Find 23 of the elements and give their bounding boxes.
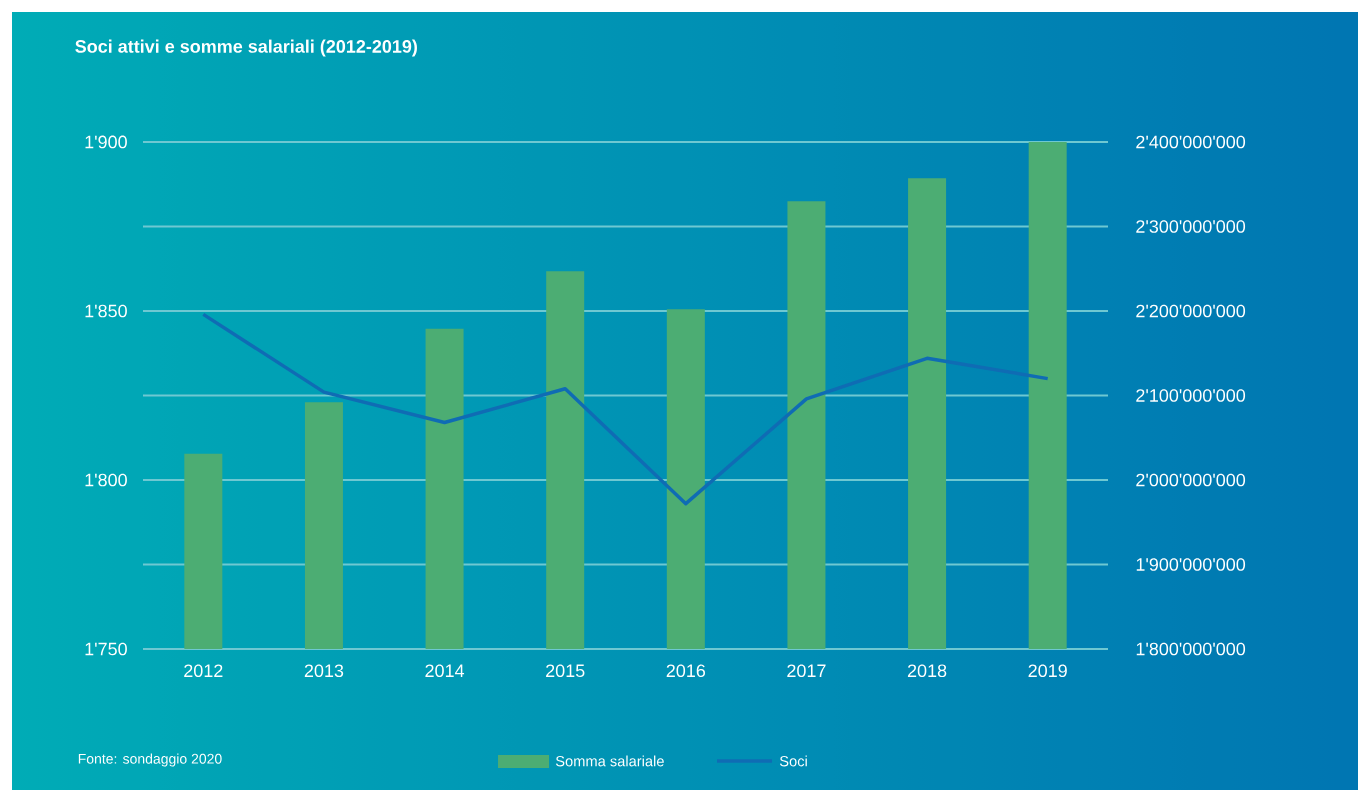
y-tick-label: 1'900 [85,135,127,149]
x-tick-label: 2012 [184,664,223,678]
y2-tick-label: 2'400'000'000 [1136,135,1246,149]
x-tick-label: 2016 [666,664,706,678]
y2-tick-label: 1'800'000'000 [1136,642,1246,656]
y-tick-label: 1'750 [85,642,127,656]
y-tick-label: 1'800 [85,473,127,487]
y-tick-label: 1'850 [85,304,127,318]
y2-tick-label: 2'100'000'000 [1136,389,1246,402]
x-tick-label: 2019 [1028,664,1067,678]
x-tick-label: 2013 [304,664,344,678]
x-tick-label: 2017 [787,664,826,678]
legend-label: Somma salariale [555,755,664,767]
source-note: Fonte: sondaggio 2020 [78,753,222,767]
x-tick-label: 2015 [546,664,585,678]
y2-tick-label: 1'900'000'000 [1136,558,1246,571]
y2-tick-label: 2'200'000'000 [1136,304,1246,318]
legend-label: Soci [779,755,807,767]
y2-tick-label: 2'300'000'000 [1136,220,1246,233]
x-tick-label: 2014 [425,664,465,678]
x-tick-label: 2018 [907,664,947,678]
y2-tick-label: 2'000'000'000 [1136,473,1246,487]
chart-title: Soci attivi e somme salariali (2012-2019) [75,39,417,57]
